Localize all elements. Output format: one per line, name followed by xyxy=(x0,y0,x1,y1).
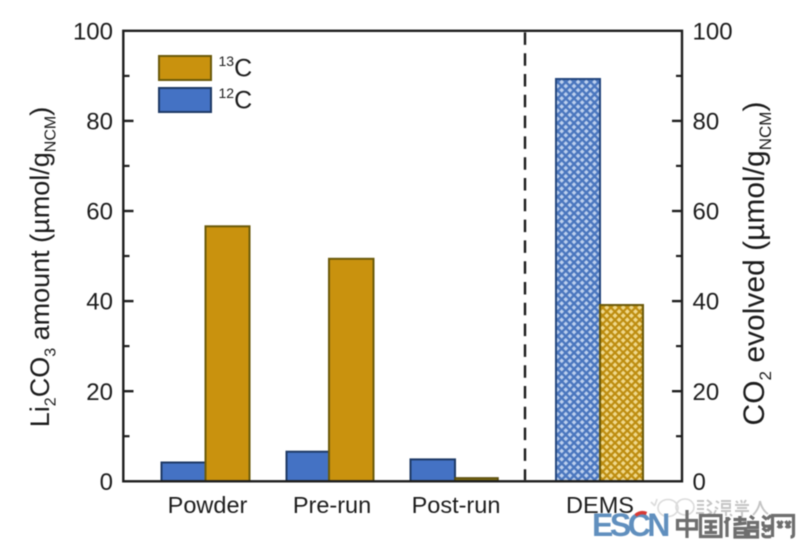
svg-text:80: 80 xyxy=(86,109,113,136)
svg-text:60: 60 xyxy=(693,199,720,226)
svg-text:Pre-run: Pre-run xyxy=(293,492,371,518)
svg-text:40: 40 xyxy=(693,289,720,316)
svg-text:DEMS: DEMS xyxy=(566,492,634,518)
svg-text:0: 0 xyxy=(693,469,706,496)
svg-text:40: 40 xyxy=(86,289,113,316)
svg-text:100: 100 xyxy=(693,18,733,45)
svg-text:20: 20 xyxy=(86,379,113,406)
svg-text:0: 0 xyxy=(100,469,113,496)
svg-text:80: 80 xyxy=(693,109,720,136)
svg-text:Powder: Powder xyxy=(168,492,248,518)
svg-text:100: 100 xyxy=(73,18,113,45)
svg-text:Post-run: Post-run xyxy=(412,492,501,518)
svg-text:Li2CO3 amount (µmol/gNCM): Li2CO3 amount (µmol/gNCM) xyxy=(25,107,60,427)
svg-text:60: 60 xyxy=(86,199,113,226)
svg-text:12C: 12C xyxy=(219,85,253,115)
svg-text:CO2 evolved (µmol/gNCM): CO2 evolved (µmol/gNCM) xyxy=(738,102,775,426)
svg-text:20: 20 xyxy=(693,379,720,406)
svg-text:ESCN: ESCN xyxy=(592,507,668,543)
svg-text:13C: 13C xyxy=(219,53,253,83)
